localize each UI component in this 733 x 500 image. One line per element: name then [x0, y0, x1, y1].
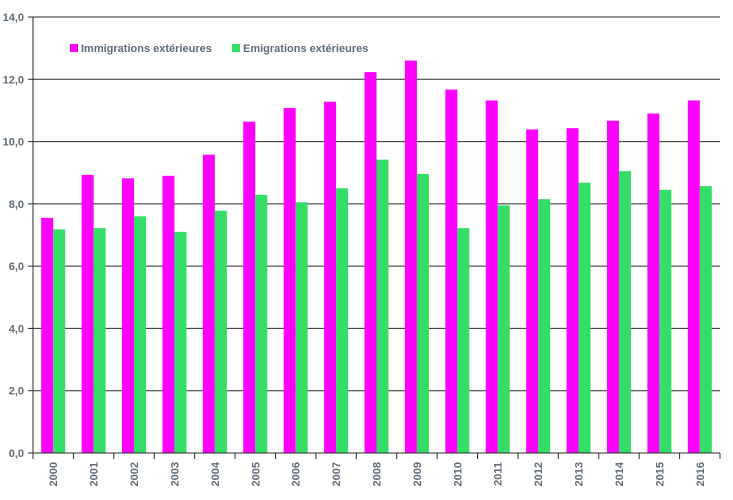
- bar-immigrations-2013: [566, 128, 579, 453]
- bar-emigrations-2011: [497, 205, 510, 453]
- bar-immigrations-2000: [41, 217, 54, 453]
- y-tick-label: 12,0: [3, 74, 24, 86]
- x-tick-label: 2001: [89, 462, 101, 486]
- bar-emigrations-2012: [538, 199, 551, 453]
- bar-immigrations-2011: [485, 100, 498, 453]
- y-tick-label: 0,0: [9, 448, 24, 460]
- bar-immigrations-2007: [324, 101, 337, 454]
- x-tick-label: 2004: [210, 461, 222, 486]
- bar-immigrations-2005: [243, 121, 256, 453]
- bar-immigrations-2010: [445, 89, 458, 453]
- bar-immigrations-2014: [606, 120, 619, 453]
- x-tick-labels: 2000 2001 2002 2003 2004 2005 2006 2007 2008 2009…: [48, 461, 707, 486]
- bar-immigrations-2009: [404, 60, 417, 453]
- x-tick-label: 2006: [291, 462, 303, 486]
- x-tick-label: 2009: [412, 462, 424, 486]
- x-tick-label: 2012: [533, 462, 545, 486]
- y-tick-label: 4,0: [9, 323, 24, 335]
- bar-immigrations-2012: [526, 129, 539, 453]
- bar-emigrations-2004: [214, 210, 227, 453]
- x-tick-label: 2008: [372, 462, 384, 486]
- bar-immigrations-2004: [202, 154, 215, 453]
- x-tick-label: 2002: [129, 462, 141, 486]
- x-tick-label: 2007: [331, 462, 343, 486]
- bar-emigrations-2007: [336, 188, 349, 454]
- bars: [41, 60, 712, 454]
- bar-emigrations-2002: [134, 216, 147, 453]
- bar-emigrations-2003: [174, 231, 187, 453]
- x-tick-label: 2015: [654, 462, 666, 486]
- legend-swatch: [70, 44, 78, 52]
- bar-emigrations-2014: [618, 171, 631, 453]
- x-tick-label: 2000: [48, 462, 60, 486]
- bar-immigrations-2001: [81, 174, 94, 453]
- bar-immigrations-2003: [162, 175, 175, 454]
- y-tick-labels: 0,0 2,0 4,0 6,0 8,0 10,0 12,0 14,0: [3, 12, 24, 460]
- bar-emigrations-2010: [457, 228, 470, 453]
- x-tick-label: 2013: [574, 462, 586, 486]
- x-tick-label: 2014: [614, 461, 626, 486]
- bar-immigrations-2016: [687, 100, 700, 453]
- y-tick-label: 14,0: [3, 12, 24, 24]
- bar-emigrations-2016: [699, 186, 712, 453]
- bar-emigrations-2013: [578, 182, 591, 453]
- x-tick-label: 2011: [493, 462, 505, 486]
- bar-emigrations-2000: [53, 229, 66, 453]
- bar-emigrations-2001: [93, 228, 106, 453]
- bar-emigrations-2015: [659, 189, 672, 454]
- bar-emigrations-2005: [255, 194, 268, 453]
- bar-emigrations-2009: [416, 173, 429, 453]
- y-tick-label: 2,0: [9, 386, 24, 398]
- axes: [28, 16, 721, 459]
- x-tick-label: 2016: [695, 462, 707, 486]
- bar-emigrations-2008: [376, 159, 389, 454]
- bar-immigrations-2008: [364, 72, 377, 453]
- bar-immigrations-2006: [283, 107, 296, 454]
- legend-swatch: [232, 44, 240, 52]
- y-tick-label: 6,0: [9, 261, 24, 273]
- x-tick-label: 2003: [169, 462, 181, 486]
- bar-immigrations-2015: [647, 113, 660, 454]
- x-tick-label: 2005: [250, 462, 262, 486]
- legend: Immigrations extérieures Emigrations exté…: [70, 43, 368, 55]
- legend-label: Immigrations extérieures: [81, 43, 212, 55]
- y-tick-label: 10,0: [3, 137, 24, 149]
- bar-emigrations-2006: [295, 202, 308, 453]
- legend-label: Emigrations extérieures: [243, 43, 368, 55]
- x-tick-label: 2010: [452, 462, 464, 486]
- bar-immigrations-2002: [122, 178, 135, 453]
- y-tick-label: 8,0: [9, 199, 24, 211]
